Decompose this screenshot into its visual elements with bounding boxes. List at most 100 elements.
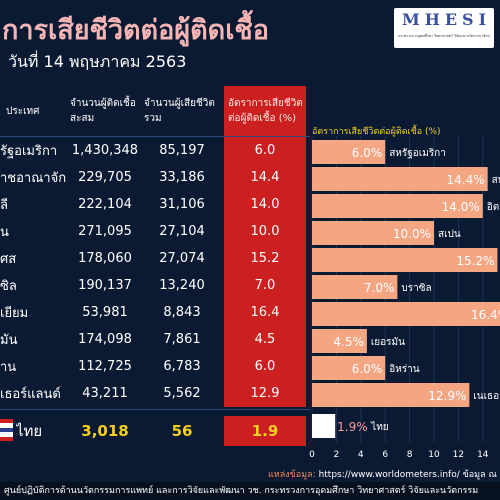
- x-tick-label: 12: [453, 450, 464, 460]
- cell-rate: 12.9: [224, 380, 306, 407]
- chart-bar: [312, 221, 434, 245]
- cell-country: ซิล: [0, 279, 17, 294]
- data-label: 4.5%: [333, 335, 364, 349]
- cell-deaths: 5,562: [163, 386, 201, 401]
- table-header-divider: [0, 136, 310, 137]
- cell-cases: 112,725: [78, 359, 132, 374]
- footer-credits: ศูนย์ปฏิบัติการด้านนวัตกรรมการแพทย์ และก…: [0, 482, 500, 500]
- x-tick-label: 14: [477, 450, 489, 460]
- category-label: เนเธอร์: [473, 390, 500, 402]
- cell-country: เธอร์แลนด์: [0, 387, 61, 402]
- cell-country: ไทย: [16, 422, 43, 440]
- cell-rate: 15.2: [224, 245, 306, 272]
- cell-cases: 271,095: [78, 224, 132, 239]
- logo-subtext: กระทรวงการอุดมศึกษา วิทยาศาสตร์ วิจัยและ…: [398, 34, 490, 38]
- cell-country: ลี: [0, 198, 8, 213]
- chart-bar: [312, 167, 488, 191]
- cell-country: รัฐอเมริกา: [0, 144, 58, 159]
- cell-country: าน: [0, 360, 17, 375]
- cell-deaths: 6,783: [163, 359, 201, 374]
- chart-bar: [312, 248, 498, 272]
- cell-cases: 229,705: [78, 170, 132, 185]
- chart-bar: [312, 194, 483, 218]
- cell-country: เยียม: [0, 306, 29, 321]
- chart-bar: [312, 275, 398, 299]
- cell-cases: 174,098: [78, 332, 132, 347]
- cell-rate: 10.0: [224, 218, 306, 245]
- mhesi-logo: MHESI กระทรวงการอุดมศึกษา วิทยาศาสตร์ วิ…: [394, 8, 494, 48]
- cell-deaths: 27,074: [159, 251, 205, 266]
- category-label: เยอรมัน: [371, 337, 405, 348]
- data-label: 14.0%: [442, 200, 480, 214]
- cell-rate: 14.0: [224, 191, 306, 218]
- x-tick-label: 6: [382, 450, 388, 460]
- cell-cases: 53,981: [82, 305, 128, 320]
- x-tick-label: 4: [358, 450, 364, 460]
- chart-bar: [312, 356, 386, 380]
- cell-country: าชอาณาจักร: [0, 171, 66, 186]
- cell-rate: 6.0: [224, 137, 306, 164]
- cell-deaths: 13,240: [159, 278, 205, 293]
- data-label: 10.0%: [393, 227, 431, 241]
- logo-text: MHESI: [402, 10, 492, 29]
- cell-cases: 178,060: [78, 251, 132, 266]
- cell-country: น: [0, 225, 9, 240]
- source-note: แหล่งข้อมูล: https://www.worldometers.in…: [268, 467, 500, 481]
- data-label: 15.2%: [456, 254, 494, 268]
- data-label: 1.9%: [337, 420, 368, 434]
- category-label: บราซิล: [401, 283, 431, 294]
- page-subtitle-date: วันที่ 14 พฤษภาคม 2563: [8, 52, 187, 71]
- cell-rate: 6.0: [224, 353, 306, 380]
- cell-rate: 4.5: [224, 326, 306, 353]
- cell-rate: 16.4: [224, 299, 306, 326]
- cell-cases: 43,211: [82, 386, 128, 401]
- page-title: การเสียชีวิตต่อผู้ติดเชื้อ: [2, 15, 269, 46]
- data-label: 6.0%: [352, 362, 383, 376]
- cell-deaths: 8,843: [163, 305, 201, 320]
- x-tick-label: 0: [309, 450, 315, 460]
- chart-bar: [312, 302, 500, 326]
- category-label: ไทย: [370, 421, 388, 433]
- cell-deaths: 7,861: [163, 332, 201, 347]
- cell-rate: 1.9: [224, 416, 306, 446]
- x-tick-label: 10: [428, 450, 440, 460]
- column-header-rate: อัตราการเสียชีวิตต่อผู้ติดเชื้อ (%): [224, 86, 306, 136]
- column-header-country: ประเทศ: [6, 105, 40, 117]
- source-label: แหล่งข้อมูล:: [268, 470, 316, 480]
- cell-cases: 1,430,348: [71, 143, 139, 158]
- chart-bar: [312, 140, 386, 164]
- cell-deaths: 85,197: [159, 143, 205, 158]
- cell-cases: 3,018: [81, 422, 129, 440]
- category-label: อิหร่าน: [389, 364, 420, 375]
- cell-deaths: 31,106: [159, 197, 205, 212]
- chart-title: อัตราการเสียชีวิตต่อผู้ติดเชื้อ (%): [312, 127, 441, 137]
- cell-country: ศส: [0, 252, 17, 267]
- cell-rate: 14.4: [224, 164, 306, 191]
- chart-bar: [312, 329, 367, 353]
- thailand-flag-icon: [0, 419, 13, 441]
- cell-country: มัน: [0, 333, 18, 348]
- chart-bar: [312, 414, 336, 438]
- category-label: สเปน: [438, 229, 461, 240]
- data-label: 7.0%: [364, 281, 395, 295]
- category-label: อิตา: [487, 202, 500, 213]
- chart-bar: [312, 383, 470, 407]
- cell-deaths: 27,104: [159, 224, 205, 239]
- column-header-deaths: จำนวนผู้เสียชีวิตรวม: [144, 98, 215, 124]
- cell-deaths: 33,186: [159, 170, 205, 185]
- cell-deaths: 56: [171, 422, 193, 440]
- cell-cases: 190,137: [78, 278, 132, 293]
- x-tick-label: 8: [407, 450, 413, 460]
- data-label: 16.4%: [471, 308, 500, 322]
- cell-rate: 7.0: [224, 272, 306, 299]
- column-header-cases: จำนวนผู้ติดเชื้อสะสม: [70, 98, 136, 124]
- data-label: 6.0%: [352, 146, 383, 160]
- data-label: 14.4%: [447, 173, 485, 187]
- x-tick-label: 2: [334, 450, 340, 460]
- cell-cases: 222,104: [78, 197, 132, 212]
- thailand-row-divider: [0, 409, 310, 410]
- category-label: สหรัฐอเมริกา: [389, 148, 446, 159]
- category-label: สห: [492, 175, 500, 186]
- data-label: 12.9%: [428, 389, 466, 403]
